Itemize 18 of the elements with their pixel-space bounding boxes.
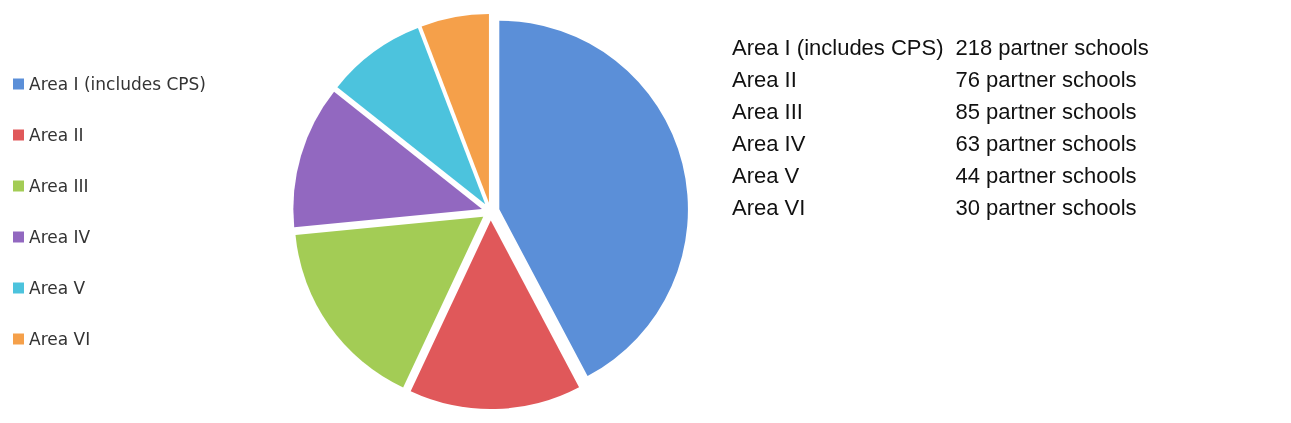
text: 218 partner schools <box>955 34 1150 62</box>
text: 30 partner schools <box>955 194 1138 222</box>
text: Area II <box>732 66 798 94</box>
legend-label: Area I (includes CPS) <box>29 74 206 94</box>
legend-label: Area V <box>29 278 86 298</box>
text: 63 partner schools <box>955 130 1138 158</box>
text: 85 partner schools <box>955 98 1138 126</box>
legend-label: Area VI <box>29 329 91 349</box>
text: 76 partner schools <box>955 66 1138 94</box>
legend-label: Area III <box>29 176 89 196</box>
text: 44 partner schools <box>955 162 1138 190</box>
legend-label: Area IV <box>29 227 91 247</box>
text: Area V <box>732 162 801 190</box>
text: Area I (includes CPS) <box>732 34 945 62</box>
legend-label: Area II <box>29 125 84 145</box>
text: Area IV <box>732 130 807 158</box>
text: Area VI <box>732 194 807 222</box>
text: Area III <box>732 98 804 126</box>
